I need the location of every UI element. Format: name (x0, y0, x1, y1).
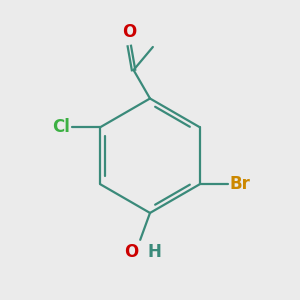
Text: Cl: Cl (52, 118, 70, 136)
Text: O: O (124, 243, 139, 261)
Text: H: H (147, 243, 161, 261)
Text: Br: Br (230, 175, 250, 193)
Text: O: O (122, 23, 136, 41)
